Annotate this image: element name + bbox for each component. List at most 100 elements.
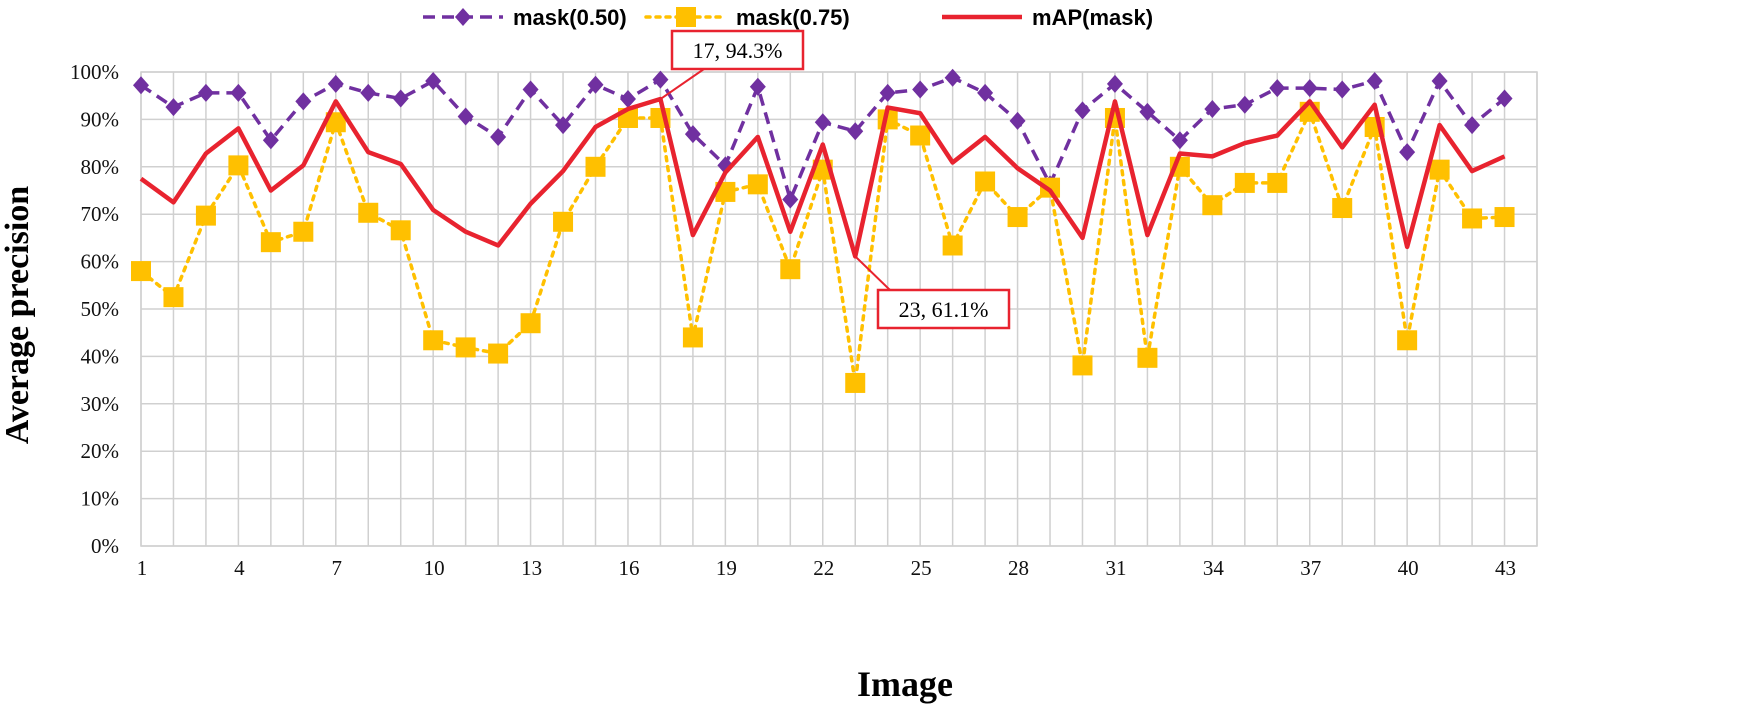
x-tick-label: 43	[1495, 556, 1516, 580]
point-mask-0-50	[1301, 79, 1318, 98]
y-tick-label: 40%	[81, 344, 120, 368]
point-mask-0-50	[847, 122, 864, 141]
legend-label: mask(0.50)	[513, 5, 627, 30]
point-mask-0-75	[520, 313, 541, 334]
point-mask-0-50	[1139, 102, 1156, 121]
legend-marker	[676, 7, 696, 27]
x-tick-label: 4	[234, 556, 245, 580]
point-mask-0-75	[358, 202, 379, 223]
point-mask-0-50	[522, 80, 539, 99]
y-tick-label: 30%	[81, 392, 120, 416]
y-axis-title: Average precision	[0, 186, 36, 444]
point-mask-0-75	[195, 205, 216, 226]
point-mask-0-50	[1106, 74, 1123, 93]
plot-gridlines	[140, 71, 1538, 547]
point-mask-0-50	[457, 107, 474, 126]
point-mask-0-75	[1267, 172, 1288, 193]
point-mask-0-50	[555, 116, 572, 135]
x-tick-label: 37	[1300, 556, 1321, 580]
y-axis-ticks: 0% 10% 20% 30% 40% 50% 60% 70% 80% 90% 100%	[70, 60, 119, 558]
point-mask-0-75	[1007, 207, 1028, 228]
point-mask-0-50	[912, 80, 929, 99]
point-mask-0-75	[682, 327, 703, 348]
point-mask-0-75	[747, 174, 768, 195]
x-tick-label: 25	[911, 556, 932, 580]
point-mask-0-75	[423, 330, 444, 351]
callout-box	[670, 29, 805, 71]
point-mask-0-50	[782, 190, 799, 209]
point-mask-0-75	[780, 259, 801, 280]
point-mask-0-75	[585, 156, 606, 177]
point-mask-0-75	[975, 171, 996, 192]
x-tick-label: 34	[1203, 556, 1225, 580]
x-tick-label: 7	[332, 556, 343, 580]
callout-label: 23, 61.1%	[899, 297, 989, 322]
point-mask-0-50	[295, 92, 312, 111]
point-mask-0-50	[619, 90, 636, 109]
point-mask-0-75	[1202, 195, 1223, 216]
point-mask-0-50	[1366, 72, 1383, 91]
annotations: 17, 94.3% 23, 61.1%	[659, 29, 1011, 330]
point-mask-0-50	[230, 83, 247, 102]
point-mask-0-75	[488, 343, 509, 364]
point-mask-0-75	[1332, 198, 1353, 219]
point-mask-0-75	[1429, 159, 1450, 180]
callout-leader	[854, 255, 891, 291]
chart-series	[131, 68, 1515, 393]
point-mask-0-50	[1496, 89, 1513, 108]
point-mask-0-75	[163, 287, 184, 308]
point-mask-0-75	[1072, 355, 1093, 376]
point-mask-0-50	[1236, 95, 1253, 114]
point-mask-0-75	[1397, 330, 1418, 351]
x-tick-label: 31	[1105, 556, 1126, 580]
x-tick-label: 22	[813, 556, 834, 580]
point-mask-0-50	[327, 74, 344, 93]
point-mask-0-50	[879, 83, 896, 102]
y-tick-label: 10%	[81, 487, 120, 511]
y-tick-label: 50%	[81, 297, 120, 321]
y-tick-label: 0%	[91, 534, 119, 558]
point-mask-0-75	[910, 125, 931, 146]
point-mask-0-50	[1464, 116, 1481, 135]
point-mask-0-75	[228, 155, 249, 176]
point-mask-0-50	[1204, 99, 1221, 118]
point-mask-0-50	[1269, 79, 1286, 98]
x-tick-label: 13	[521, 556, 542, 580]
point-mask-0-50	[1009, 111, 1026, 130]
point-mask-0-75	[1494, 207, 1515, 228]
point-mask-0-50	[425, 72, 442, 91]
point-mask-0-75	[293, 221, 314, 242]
point-mask-0-75	[1462, 208, 1483, 229]
x-tick-label: 10	[424, 556, 445, 580]
point-mask-0-50	[197, 83, 214, 102]
x-axis-title: Image	[857, 664, 953, 704]
point-mask-0-50	[652, 70, 669, 89]
point-mask-0-50	[490, 127, 507, 146]
legend-label: mAP(mask)	[1032, 5, 1153, 30]
y-tick-label: 70%	[81, 202, 120, 226]
point-mask-0-75	[1137, 347, 1158, 368]
point-mask-0-75	[390, 220, 411, 241]
point-mask-0-75	[553, 211, 574, 232]
x-tick-label: 19	[716, 556, 737, 580]
point-mask-0-50	[165, 98, 182, 117]
y-tick-label: 20%	[81, 439, 120, 463]
series-line-map-mask	[139, 96, 1506, 259]
point-mask-0-50	[1334, 80, 1351, 99]
point-mask-0-50	[1431, 72, 1448, 91]
point-mask-0-75	[455, 337, 476, 358]
point-mask-0-50	[1399, 143, 1416, 162]
point-mask-0-50	[262, 131, 279, 150]
x-axis-ticks: 1 4 7 10 13 16 19 22 25 28 31 34 37 40 43	[137, 556, 1516, 580]
chart-legend: mask(0.50) mask(0.75) mAP(mask)	[423, 5, 1153, 30]
legend-marker	[455, 8, 471, 26]
point-mask-0-75	[1040, 177, 1061, 198]
point-mask-0-75	[845, 372, 866, 393]
y-tick-label: 90%	[81, 107, 120, 131]
x-tick-label: 28	[1008, 556, 1029, 580]
y-tick-label: 60%	[81, 250, 120, 274]
point-mask-0-50	[587, 75, 604, 94]
legend-label: mask(0.75)	[736, 5, 850, 30]
point-mask-0-50	[360, 83, 377, 102]
callout-label: 17, 94.3%	[693, 38, 783, 63]
